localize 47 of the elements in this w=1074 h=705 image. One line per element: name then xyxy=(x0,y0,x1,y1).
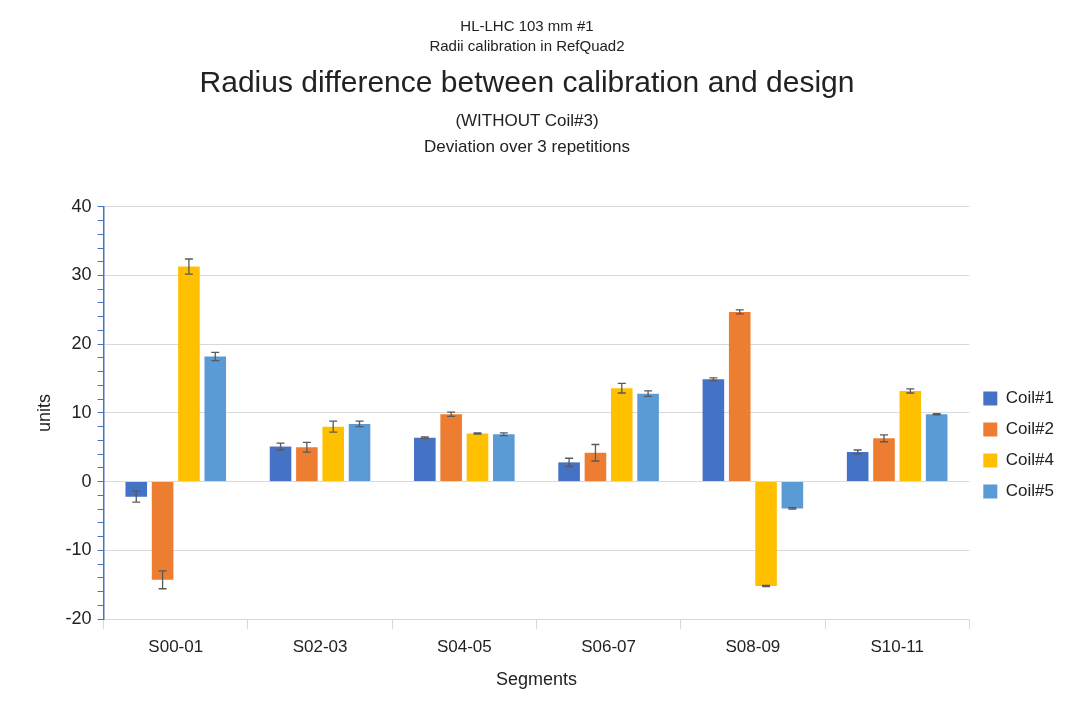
chart-subtitle: (WITHOUT Coil#3) Deviation over 3 repetitions xyxy=(423,110,631,158)
bar xyxy=(493,434,515,482)
bar xyxy=(925,414,948,482)
y-tick-label: 10 xyxy=(71,401,92,422)
x-tick-label: S02-03 xyxy=(292,636,348,656)
x-axis-title: Segments xyxy=(495,669,577,690)
x-tick-label: S06-07 xyxy=(581,636,637,656)
bar xyxy=(296,447,318,482)
bar xyxy=(755,482,777,587)
bar xyxy=(899,390,922,482)
chart-title: Radius difference between calibration and design xyxy=(198,64,856,100)
x-tick-label: S04-05 xyxy=(436,636,492,656)
bar xyxy=(466,433,489,482)
bar xyxy=(322,426,344,482)
text: Radii calibration in RefQuad2 xyxy=(428,36,626,56)
bar xyxy=(125,482,148,497)
bar xyxy=(414,437,436,482)
x-tick-label: S08-09 xyxy=(725,636,781,656)
bar xyxy=(584,452,607,482)
bar xyxy=(728,311,751,482)
bar xyxy=(846,452,869,482)
y-tick-label: 20 xyxy=(71,333,92,354)
legend-label: Coil#4 xyxy=(1005,450,1055,470)
y-tick-label: -20 xyxy=(65,607,92,628)
x-tick-label: S00-01 xyxy=(148,636,204,656)
bar xyxy=(204,356,227,482)
bar xyxy=(178,266,200,482)
y-tick-label: 40 xyxy=(71,195,92,216)
bar xyxy=(151,482,174,580)
bar xyxy=(610,388,633,482)
y-tick-label: 30 xyxy=(71,264,92,285)
legend-label: Coil#5 xyxy=(1005,481,1055,501)
bar xyxy=(781,482,804,509)
legend-label: Coil#2 xyxy=(1005,419,1055,439)
bar xyxy=(637,393,659,482)
y-tick-label: -10 xyxy=(65,539,92,560)
bar xyxy=(348,423,371,482)
bar xyxy=(702,379,725,482)
legend-label: Coil#1 xyxy=(1005,388,1055,408)
x-tick-label: S10-11 xyxy=(870,636,924,656)
y-tick-label: 0 xyxy=(81,470,92,491)
bar xyxy=(440,414,462,482)
text: HL-LHC 103 mm #1 xyxy=(459,16,595,36)
bar xyxy=(873,438,895,482)
bar xyxy=(558,462,580,482)
y-axis-title: units xyxy=(33,393,54,432)
bar xyxy=(269,446,292,482)
